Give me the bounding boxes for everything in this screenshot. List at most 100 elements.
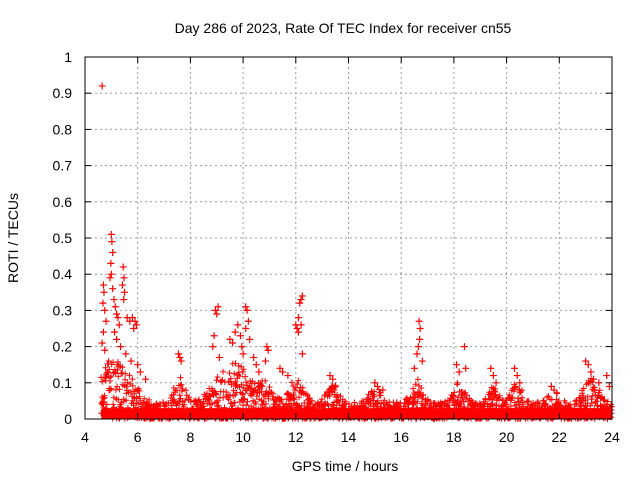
data-point: [242, 303, 250, 311]
data-points: [98, 82, 613, 394]
data-point: [329, 375, 337, 383]
data-point: [460, 343, 468, 351]
data-point: [462, 364, 470, 372]
data-point: [379, 386, 387, 394]
data-point: [252, 361, 260, 369]
data-point: [236, 332, 244, 340]
y-tick-label: 0.5: [53, 230, 73, 246]
data-point: [296, 299, 304, 307]
data-point: [127, 357, 135, 365]
data-point: [176, 353, 184, 361]
data-point: [371, 379, 379, 387]
data-point: [246, 335, 254, 343]
data-point: [130, 325, 138, 332]
data-point: [128, 314, 136, 322]
data-point: [373, 382, 381, 390]
data-point: [294, 328, 302, 336]
data-point: [131, 317, 139, 325]
y-tick-label: 0: [64, 411, 72, 427]
data-point: [114, 314, 122, 322]
data-point: [101, 306, 109, 314]
data-point: [211, 306, 219, 314]
data-point: [418, 357, 426, 365]
data-point: [107, 230, 115, 238]
data-point: [134, 361, 142, 369]
grid-lines: [85, 57, 612, 419]
data-point: [98, 339, 106, 347]
data-point: [263, 343, 271, 351]
data-point: [213, 310, 221, 318]
data-point: [550, 386, 558, 394]
x-tick-label: 18: [446, 429, 462, 445]
data-point: [110, 296, 118, 304]
data-point: [100, 288, 108, 296]
x-tick-label: 12: [288, 429, 304, 445]
data-point: [414, 343, 422, 351]
data-point: [177, 357, 185, 365]
data-point: [231, 328, 239, 336]
data-point: [226, 335, 234, 343]
data-point: [229, 339, 237, 347]
data-point: [234, 321, 242, 329]
data-point: [293, 325, 301, 332]
data-point: [102, 317, 110, 325]
data-point: [98, 82, 106, 90]
data-point: [298, 292, 306, 300]
data-point: [487, 364, 495, 372]
data-point: [279, 368, 287, 376]
data-point: [122, 350, 130, 358]
data-point: [250, 353, 258, 361]
y-tick-label: 0.9: [53, 85, 73, 101]
data-point: [415, 317, 423, 325]
data-point: [108, 238, 116, 246]
data-point: [119, 263, 127, 271]
data-point: [326, 372, 334, 380]
data-point: [453, 361, 461, 369]
data-point: [175, 350, 183, 358]
x-tick-label: 20: [499, 429, 515, 445]
data-point: [136, 368, 144, 376]
data-point: [284, 372, 292, 380]
data-point: [297, 296, 305, 304]
data-point: [261, 357, 269, 365]
data-point: [113, 310, 121, 318]
x-tick-label: 6: [134, 429, 142, 445]
y-tick-label: 0.4: [53, 266, 73, 282]
data-point: [99, 299, 107, 307]
x-tick-label: 4: [81, 429, 89, 445]
data-point: [239, 350, 247, 358]
x-axis-label: GPS time / hours: [292, 458, 399, 474]
data-point: [117, 343, 125, 351]
data-point: [101, 346, 109, 354]
data-point: [582, 357, 590, 365]
data-point: [120, 296, 128, 304]
y-tick-label: 0.2: [53, 339, 73, 355]
data-point: [111, 328, 119, 336]
x-tick-label: 24: [604, 429, 620, 445]
data-point: [331, 382, 339, 390]
data-point: [584, 361, 592, 369]
data-point: [242, 325, 250, 332]
data-point: [115, 321, 123, 329]
x-axis-ticks: 4 6 8 10 12 14 16 18 20 22 24: [81, 57, 620, 445]
data-point: [410, 364, 418, 372]
data-point: [142, 375, 150, 383]
y-axis-ticks: 0 0.1 0.2 0.3 0.4 0.5 0.6 0.7 0.8 0.9 1: [53, 49, 612, 427]
data-point: [113, 335, 121, 343]
data-point: [595, 379, 603, 387]
x-tick-label: 16: [393, 429, 409, 445]
data-point: [516, 379, 524, 387]
data-point: [294, 314, 302, 322]
data-point: [511, 364, 519, 372]
data-point: [214, 303, 222, 311]
data-point: [238, 343, 246, 351]
data-point: [297, 321, 305, 329]
y-tick-label: 0.7: [53, 158, 73, 174]
data-point: [264, 346, 272, 354]
data-point: [590, 375, 598, 383]
data-point: [455, 368, 463, 376]
y-tick-label: 0.3: [53, 302, 73, 318]
y-tick-label: 0.1: [53, 375, 73, 391]
data-point: [99, 281, 107, 289]
